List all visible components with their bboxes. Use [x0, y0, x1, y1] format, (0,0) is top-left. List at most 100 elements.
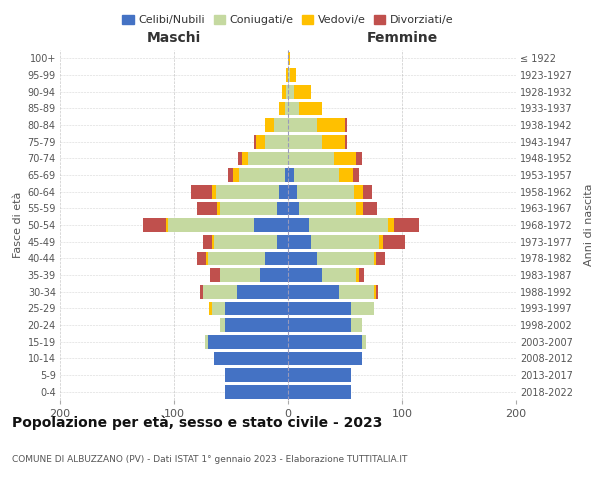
Bar [284, 102, 288, 115]
Bar [212, 185, 216, 198]
Bar [203, 285, 236, 298]
Bar [376, 252, 385, 265]
Bar [288, 135, 322, 148]
Bar [274, 118, 288, 132]
Bar [362, 335, 365, 348]
Bar [356, 152, 362, 165]
Bar [212, 235, 214, 248]
Bar [288, 152, 334, 165]
Bar [322, 268, 356, 282]
Bar [211, 268, 220, 282]
Bar [359, 268, 364, 282]
Bar [284, 168, 288, 182]
Bar [205, 335, 208, 348]
Legend: Celibi/Nubili, Coniugati/e, Vedovi/e, Divorziati/e: Celibi/Nubili, Coniugati/e, Vedovi/e, Di… [118, 10, 458, 30]
Bar [288, 68, 290, 82]
Bar [288, 235, 311, 248]
Bar [322, 135, 345, 148]
Bar [220, 318, 226, 332]
Bar [363, 202, 377, 215]
Bar [290, 68, 296, 82]
Bar [279, 102, 284, 115]
Bar [197, 202, 217, 215]
Bar [356, 202, 363, 215]
Bar [200, 285, 203, 298]
Text: Maschi: Maschi [147, 31, 201, 45]
Bar [265, 118, 274, 132]
Bar [236, 285, 288, 298]
Bar [214, 352, 288, 365]
Bar [220, 268, 260, 282]
Bar [288, 102, 299, 115]
Bar [197, 252, 206, 265]
Bar [214, 235, 277, 248]
Bar [217, 202, 220, 215]
Bar [299, 102, 322, 115]
Bar [212, 302, 226, 315]
Bar [288, 218, 308, 232]
Bar [294, 85, 311, 98]
Bar [288, 268, 322, 282]
Bar [283, 85, 286, 98]
Bar [294, 168, 340, 182]
Bar [383, 235, 406, 248]
Bar [350, 318, 362, 332]
Bar [254, 135, 256, 148]
Bar [203, 235, 212, 248]
Bar [226, 368, 288, 382]
Bar [233, 168, 239, 182]
Bar [350, 302, 373, 315]
Bar [317, 118, 345, 132]
Bar [376, 285, 378, 298]
Bar [208, 335, 288, 348]
Bar [299, 202, 356, 215]
Text: Femmine: Femmine [367, 31, 437, 45]
Bar [143, 218, 166, 232]
Bar [288, 368, 350, 382]
Bar [206, 252, 208, 265]
Bar [354, 185, 363, 198]
Bar [191, 185, 212, 198]
Bar [242, 152, 248, 165]
Bar [388, 218, 394, 232]
Bar [340, 285, 373, 298]
Bar [363, 185, 373, 198]
Bar [317, 252, 373, 265]
Bar [226, 302, 288, 315]
Bar [265, 135, 288, 148]
Bar [311, 235, 379, 248]
Bar [345, 118, 347, 132]
Bar [334, 152, 356, 165]
Bar [208, 252, 265, 265]
Text: Popolazione per età, sesso e stato civile - 2023: Popolazione per età, sesso e stato civil… [12, 415, 382, 430]
Bar [379, 235, 383, 248]
Bar [277, 235, 288, 248]
Bar [394, 218, 419, 232]
Bar [227, 168, 233, 182]
Bar [288, 285, 340, 298]
Bar [345, 135, 347, 148]
Bar [288, 252, 317, 265]
Bar [279, 185, 288, 198]
Bar [288, 385, 350, 398]
Bar [209, 302, 212, 315]
Bar [286, 68, 288, 82]
Bar [288, 202, 299, 215]
Y-axis label: Anni di nascita: Anni di nascita [584, 184, 594, 266]
Bar [373, 252, 376, 265]
Bar [256, 135, 265, 148]
Bar [216, 185, 279, 198]
Bar [288, 52, 290, 65]
Bar [166, 218, 168, 232]
Bar [277, 202, 288, 215]
Bar [288, 335, 362, 348]
Bar [248, 152, 288, 165]
Bar [226, 385, 288, 398]
Bar [356, 268, 359, 282]
Bar [288, 85, 294, 98]
Bar [308, 218, 388, 232]
Bar [340, 168, 353, 182]
Bar [288, 168, 294, 182]
Bar [220, 202, 277, 215]
Bar [254, 218, 288, 232]
